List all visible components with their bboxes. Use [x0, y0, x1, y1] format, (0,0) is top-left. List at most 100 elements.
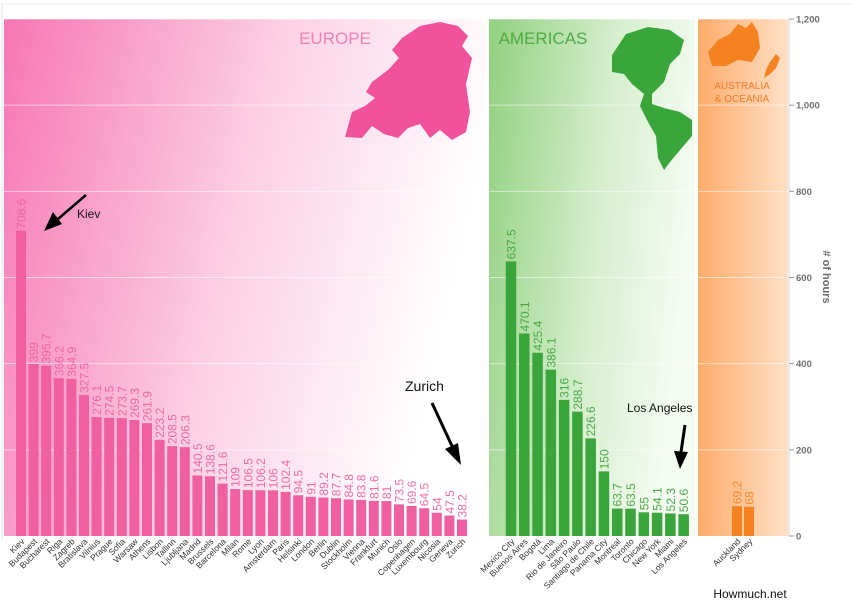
bar: [431, 512, 442, 536]
bar-value-label: 102.4: [279, 460, 293, 490]
bar-value-label: 84.8: [342, 474, 356, 498]
bar-value-label: 150: [597, 449, 611, 469]
bar-value-label: 226.6: [584, 406, 598, 436]
bar: [331, 498, 341, 536]
bar-value-label: 63.7: [611, 483, 625, 507]
oceania-title-line2: & OCEANIA: [715, 94, 770, 105]
bar: [230, 489, 241, 536]
bar: [343, 499, 354, 536]
bar: [532, 352, 543, 536]
bar: [356, 499, 367, 536]
bar: [444, 515, 455, 536]
bar-value-label: 91: [304, 481, 318, 495]
bar-value-label: 208.5: [166, 414, 180, 444]
bar: [419, 508, 430, 536]
europe-map-icon: [345, 22, 472, 140]
bar-value-label: 83.8: [355, 474, 369, 498]
bar: [66, 378, 77, 536]
y-axis-label: # of hours: [820, 250, 832, 303]
bar: [16, 230, 26, 537]
bar: [79, 394, 89, 536]
bar-value-label: 274.5: [103, 385, 117, 415]
bar-value-label: 395.7: [40, 333, 54, 363]
bar-value-label: 69.2: [731, 481, 745, 505]
bar-value-label: 470.1: [518, 301, 532, 331]
bar-value-label: 121.6: [216, 451, 230, 481]
americas-map-icon: [612, 27, 692, 170]
bar-value-label: 38.2: [456, 494, 470, 518]
bar: [558, 399, 570, 536]
bar-value-label: 106.5: [241, 458, 255, 488]
bar: [167, 446, 178, 536]
australia-map-icon: [708, 22, 760, 66]
bar-value-label: 55: [637, 497, 651, 511]
bar-value-label: 64.5: [418, 483, 432, 507]
europe-title: EUROPE: [299, 29, 371, 48]
annotation-los-angeles-label: Los Angeles: [627, 401, 692, 415]
bar: [457, 519, 467, 536]
y-tick-label: 1,000: [796, 101, 820, 112]
bar: [293, 495, 304, 536]
bar: [242, 490, 253, 536]
annotation-zurich-arrow: [430, 402, 454, 447]
source-credit: Howmuch.net: [713, 587, 787, 601]
y-tick-label: 1,200: [796, 15, 820, 26]
bar-value-label: 261.9: [141, 391, 155, 421]
y-tick-label: 200: [796, 445, 812, 456]
bar: [116, 418, 127, 536]
bar-value-label: 316: [558, 378, 572, 398]
new-zealand-map-icon: [764, 54, 780, 78]
bar: [598, 471, 610, 536]
bar: [91, 417, 102, 536]
bar: [255, 490, 266, 536]
bar: [678, 514, 689, 536]
bar-value-label: 206.3: [178, 415, 192, 445]
bar-value-label: 273.7: [115, 386, 129, 416]
bars: [16, 230, 754, 537]
bar: [406, 506, 417, 536]
y-tick-label: 0: [796, 532, 801, 543]
bar-value-label: 54.1: [651, 487, 665, 511]
annotation-los-angeles-arrow: [679, 424, 687, 453]
bar: [53, 378, 64, 536]
bar-value-label: 94.5: [292, 470, 306, 494]
bar-value-label: 425.4: [531, 320, 545, 350]
value-labels: 708.6 399395.7366.2364.9327.5276.1274.527…: [15, 198, 757, 517]
annotation-kiev-arrowhead: [44, 212, 62, 231]
bar-value-label: 81: [380, 485, 394, 499]
bar: [154, 439, 165, 536]
bar: [205, 476, 215, 536]
bar-value-label: 364.9: [65, 346, 79, 376]
bar: [545, 369, 557, 536]
bar: [519, 333, 530, 536]
annotation-los-angeles-arrowhead: [674, 451, 688, 469]
bar: [394, 504, 404, 536]
bar-value-label: 87.7: [330, 473, 344, 497]
annotation-zurich-arrowhead: [445, 443, 461, 465]
bar-value-label: 140.5: [191, 443, 205, 473]
bar-value-label: 47.5: [443, 490, 457, 514]
bar-value-label: 52.3: [664, 488, 678, 512]
bar: [192, 475, 203, 536]
bar-value-label: 366.2: [52, 346, 66, 376]
bar: [381, 501, 392, 536]
bar: [625, 508, 636, 536]
bar: [217, 483, 228, 536]
americas-title: AMERICAS: [499, 29, 588, 48]
bar: [665, 513, 676, 536]
bar-value-label: 138.6: [204, 444, 218, 474]
bar: [585, 438, 596, 536]
bar: [129, 419, 140, 536]
bar-value-label: 81.6: [367, 475, 381, 499]
bar-value-label: 637.5: [505, 229, 519, 259]
bar-value-label: 276.1: [90, 385, 104, 415]
y-tick-label: 400: [796, 359, 812, 370]
bar-value-label: 399: [27, 342, 41, 362]
bar-value-label: 106: [267, 468, 281, 488]
bar: [280, 491, 291, 536]
bar: [732, 506, 742, 536]
annotation-kiev-label: Kiev: [77, 207, 100, 221]
bar-value-label: 327.5: [78, 363, 92, 393]
